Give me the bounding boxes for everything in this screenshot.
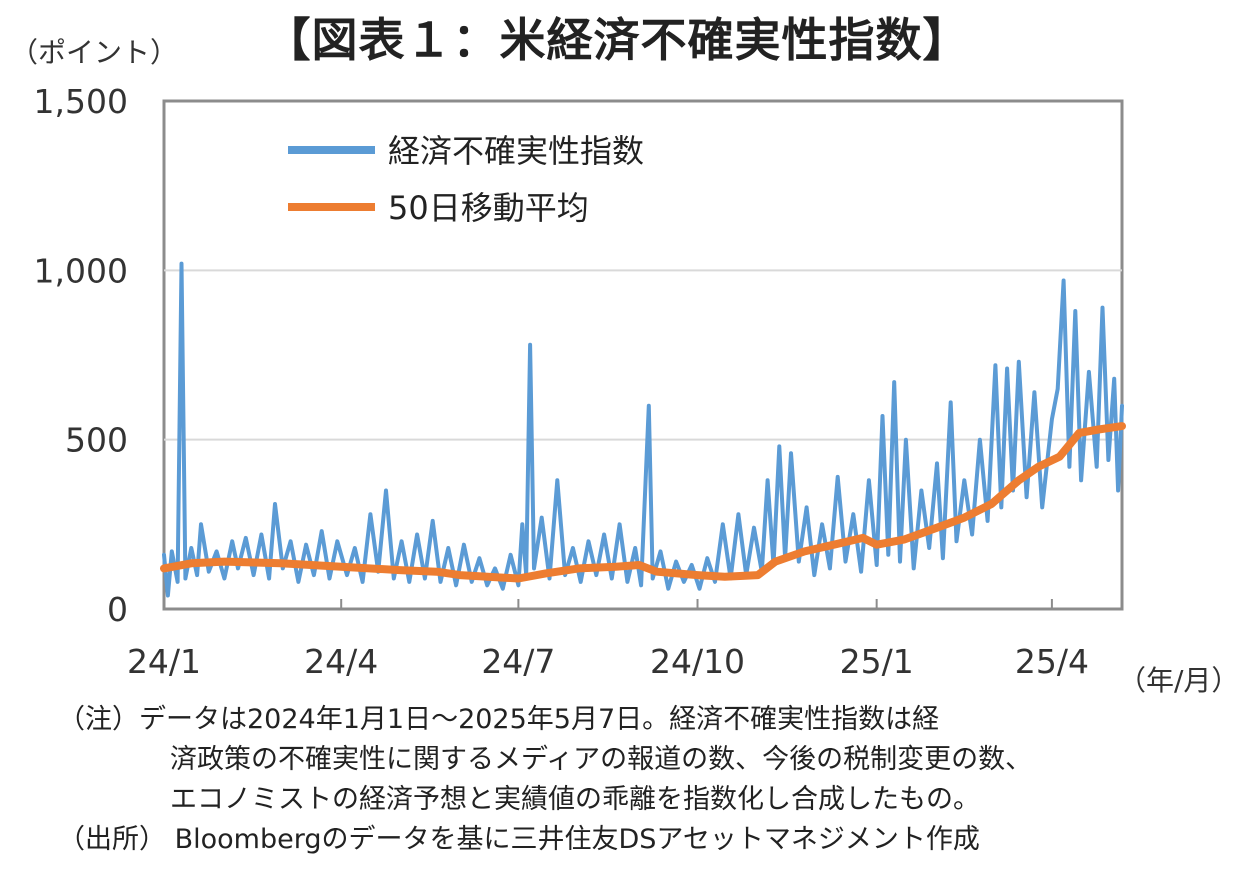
x-tick-label: 24/1 — [127, 642, 201, 681]
y-axis-unit: （ポイント） — [10, 36, 178, 69]
legend-label-ma50: 50日移動平均 — [388, 189, 589, 227]
gridlines — [164, 269, 1122, 441]
x-axis-unit: （年/月） — [1118, 664, 1234, 697]
plot-frame — [162, 99, 1124, 611]
series-line-ma50 — [160, 422, 1126, 583]
y-tick-label: 1,500 — [34, 82, 128, 121]
x-tick-label: 25/1 — [840, 642, 914, 681]
y-axis-ticks: 0 500 1,000 1,500 — [34, 82, 128, 629]
y-tick-label: 500 — [65, 421, 128, 460]
x-tick-label: 24/10 — [650, 642, 745, 681]
series-lines — [160, 261, 1126, 598]
series-line-index — [162, 261, 1124, 598]
x-tick-label: 24/7 — [481, 642, 555, 681]
source-note: （出所） Bloombergのデータを基に三井住友DSアセットマネジメント作成 — [58, 824, 980, 855]
y-tick-label: 1,000 — [34, 251, 128, 290]
x-axis-ticks: 24/1 24/4 24/7 24/10 25/1 25/4 — [127, 599, 1089, 681]
legend: 経済不確実性指数 50日移動平均 — [288, 132, 644, 227]
note-line-2: 済政策の不確実性に関するメディアの報道の数、今後の税制変更の数、 — [170, 744, 1033, 775]
y-tick-label: 0 — [107, 590, 128, 629]
note-line-3: エコノミストの経済予想と実績値の乖離を指数化し合成したもの。 — [170, 784, 980, 815]
x-tick-label: 25/4 — [1015, 642, 1089, 681]
x-tick-label: 24/4 — [304, 642, 378, 681]
note-line-1: （注）データは2024年1月1日～2025年5月7日。経済不確実性指数は経 — [58, 704, 940, 735]
chart-title: 【図表１：米経済不確実性指数】 — [264, 13, 970, 67]
legend-label-index: 経済不確実性指数 — [388, 132, 644, 170]
